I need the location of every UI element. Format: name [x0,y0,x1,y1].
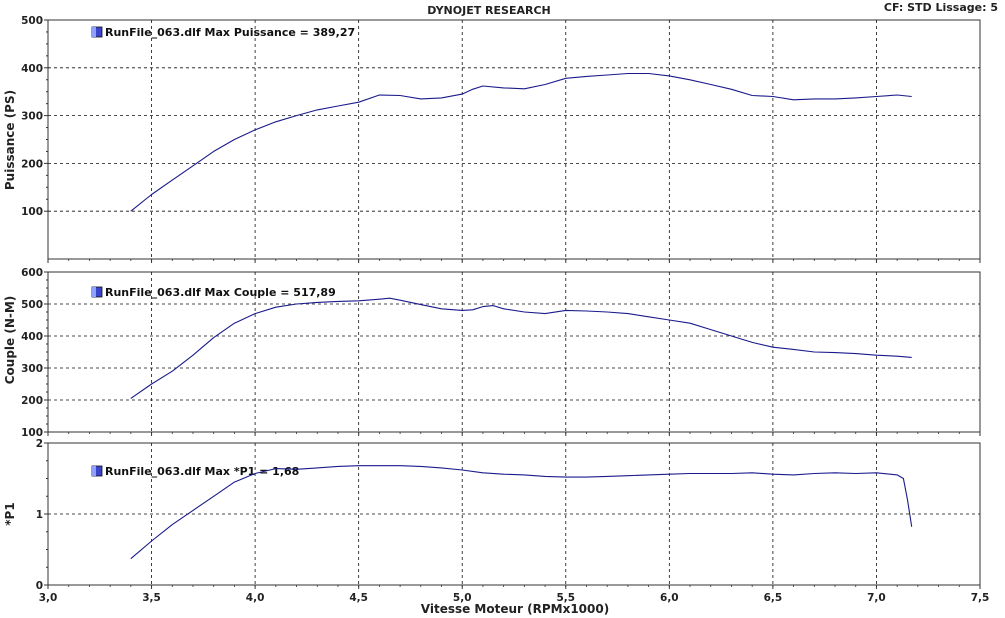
legend-label: RunFile_063.dlf Max Couple = 517,89 [105,286,336,299]
x-tick-label: 3,0 [39,592,58,604]
y-tick-label: 0 [36,580,43,592]
series-line [130,72,912,212]
x-tick-label: 4,5 [349,592,368,604]
legend-swatch-highlight [92,466,96,476]
y-tick-label: 200 [21,395,43,407]
legend-swatch-highlight [92,287,96,297]
legend-swatch-highlight [92,27,96,37]
chart-header-title: DYNOJET RESEARCH [427,4,550,17]
y-axis-label: Couple (N-M) [3,296,17,385]
y-tick-label: 400 [21,331,43,343]
plot-frame [47,19,981,260]
x-tick-label: 5,5 [556,592,575,604]
x-axis-ticks: 3,0 3,5 4,0 4,5 5,0 5,5 6,0 6,5 7,0 7,5 [39,592,990,604]
x-tick-label: 4,0 [246,592,265,604]
y-axis-label: *P1 [3,502,17,525]
y-tick-label: 500 [21,15,43,27]
x-tick-label: 6,0 [660,592,679,604]
torque-panel: 100 200 300 400 500 600 Couple (N-M) RunFile_06… [3,267,981,439]
legend-label: RunFile_063.dlf Max Puissance = 389,27 [105,26,355,39]
y-tick-label: 100 [21,206,43,218]
y-tick-label: 200 [21,158,43,170]
x-tick-label: 7,5 [971,592,990,604]
y-tick-label: 1 [36,509,43,521]
y-tick-label: 400 [21,63,43,75]
x-tick-label: 5,0 [453,592,472,604]
chart-status: CF: STD Lissage: 5 [884,1,998,14]
x-axis-label: Vitesse Moteur (RPMx1000) [421,602,609,616]
y-tick-label: 300 [21,363,43,375]
y-tick-label: 600 [21,267,43,279]
x-tick-label: 3,5 [142,592,161,604]
legend-label: RunFile_063.dlf Max *P1 = 1,68 [105,465,299,478]
p1-panel: 0 1 2 *P1 RunFile_063.dlf Max *P1 = 1,68 [3,438,981,592]
y-tick-label: 300 [21,111,43,123]
y-tick-label: 2 [36,438,43,450]
y-tick-label: 100 [21,427,43,439]
y-tick-label: 500 [21,299,43,311]
x-tick-label: 6,5 [764,592,783,604]
series-line [130,465,913,560]
power-panel: 100 200 300 400 500 Puissance (PS) RunFile_063… [3,15,981,263]
y-axis-label: Puissance (PS) [3,90,17,190]
series-line [130,297,912,399]
x-tick-label: 7,0 [867,592,886,604]
